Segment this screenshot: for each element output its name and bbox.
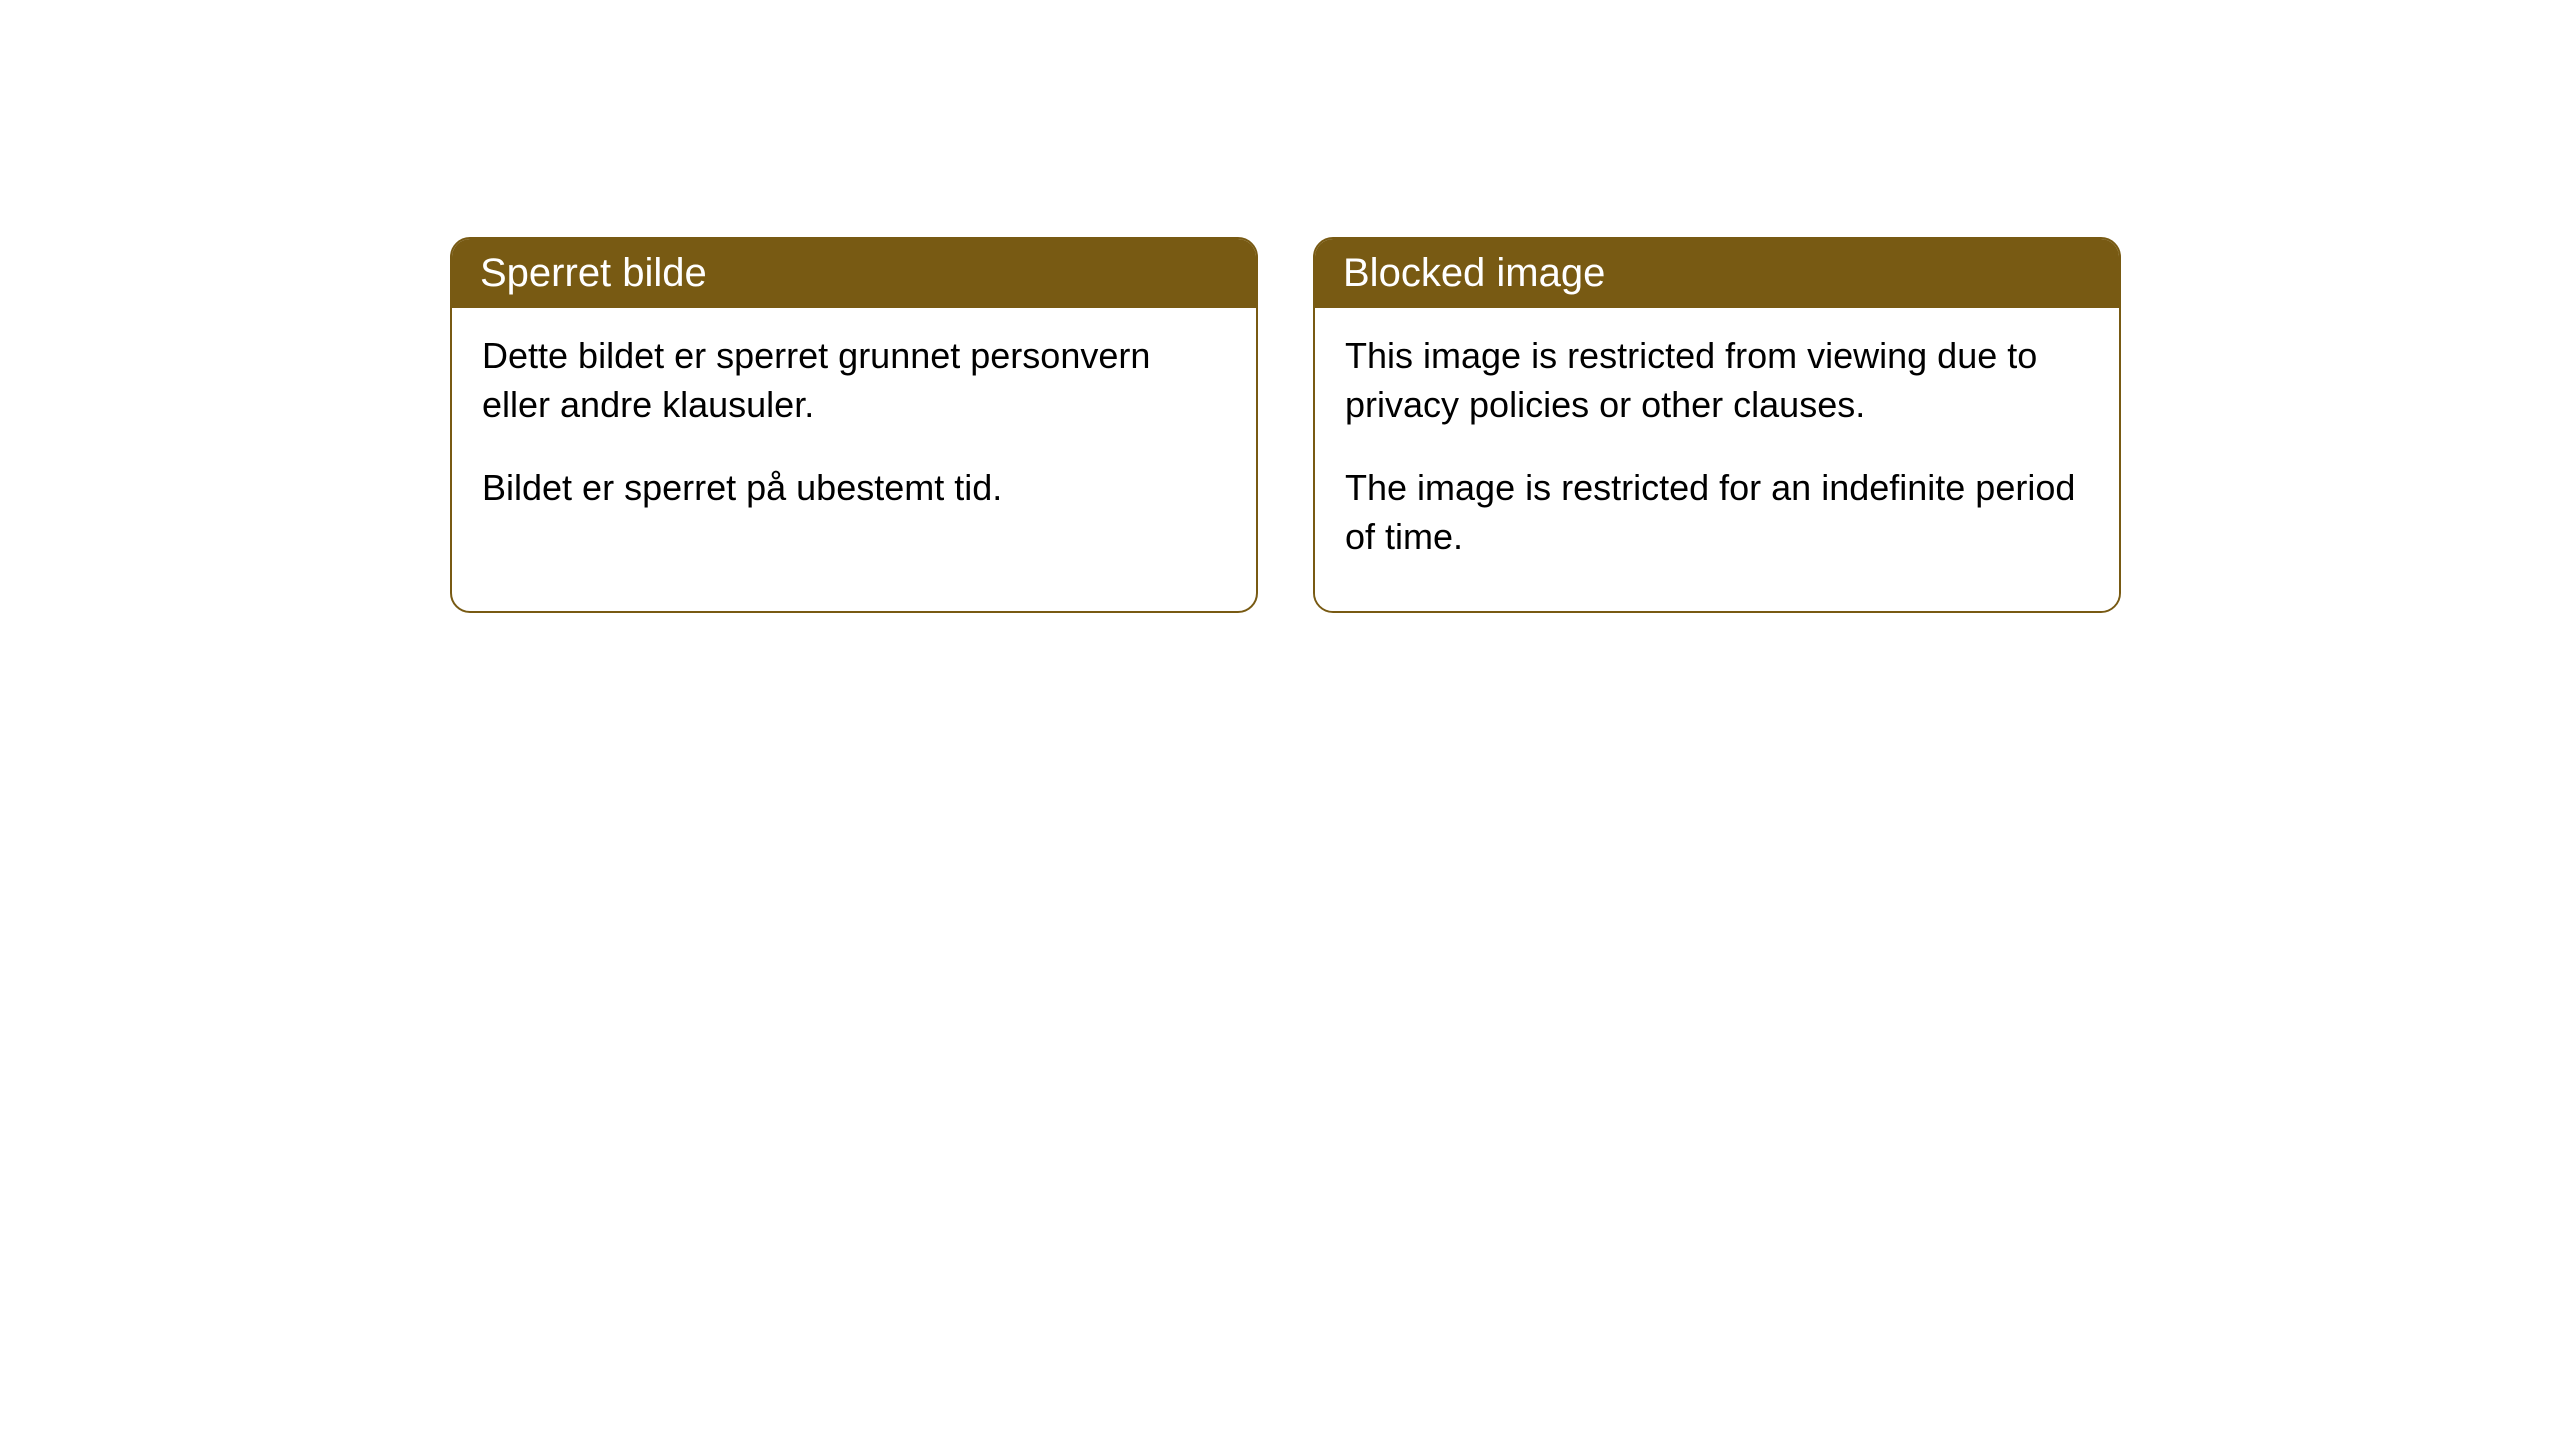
card-paragraph-1: Dette bildet er sperret grunnet personve…	[482, 332, 1226, 429]
card-body-norwegian: Dette bildet er sperret grunnet personve…	[452, 308, 1256, 563]
card-paragraph-2: The image is restricted for an indefinit…	[1345, 464, 2089, 561]
card-header-norwegian: Sperret bilde	[452, 239, 1256, 308]
card-paragraph-2: Bildet er sperret på ubestemt tid.	[482, 464, 1226, 513]
notice-card-norwegian: Sperret bilde Dette bildet er sperret gr…	[450, 237, 1258, 613]
card-body-english: This image is restricted from viewing du…	[1315, 308, 2119, 611]
card-header-english: Blocked image	[1315, 239, 2119, 308]
notice-cards-container: Sperret bilde Dette bildet er sperret gr…	[450, 237, 2121, 613]
card-paragraph-1: This image is restricted from viewing du…	[1345, 332, 2089, 429]
notice-card-english: Blocked image This image is restricted f…	[1313, 237, 2121, 613]
